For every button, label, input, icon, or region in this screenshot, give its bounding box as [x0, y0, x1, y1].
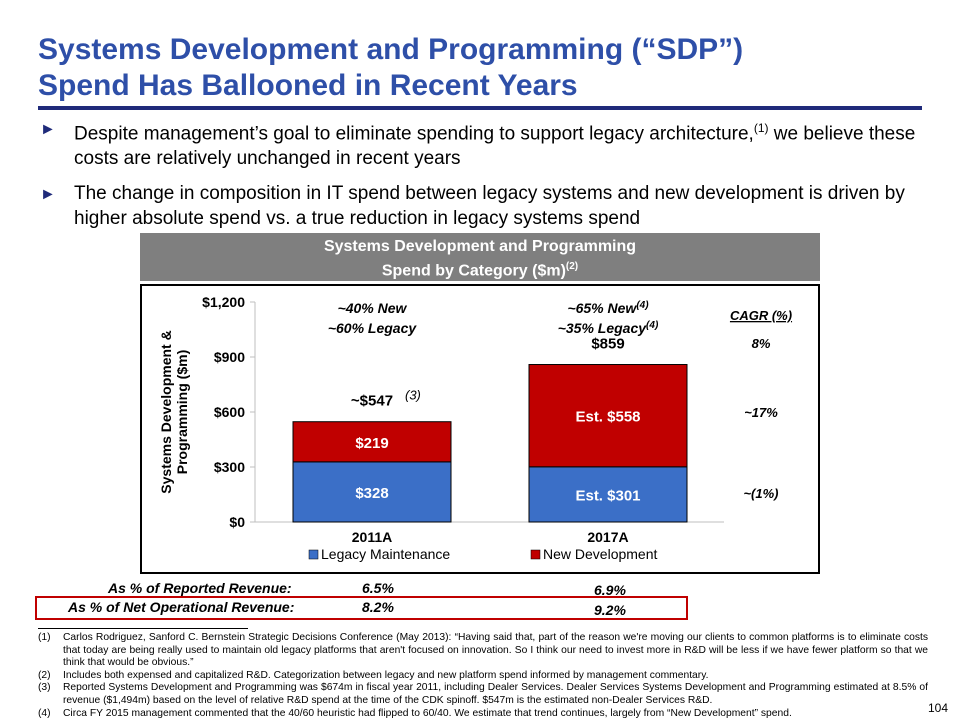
- net-revenue-2017: 9.2%: [594, 602, 626, 618]
- chart-frame: $0 $300 $600 $900 $1,200 Systems Development …: [140, 284, 820, 574]
- chart-header-footnote-ref: (2): [565, 261, 579, 272]
- bullet-1-footnote-ref: (1): [753, 121, 769, 135]
- bar-value-label: $328: [355, 485, 388, 502]
- cagr-value: ~17%: [744, 405, 778, 420]
- footnote-text: Circa FY 2015 management commented that …: [63, 707, 792, 719]
- bullet-1: ► Despite management’s goal to eliminate…: [40, 116, 920, 171]
- bullet-1-text-after: we believe these costs are relatively un…: [74, 123, 916, 170]
- title-line-1: Systems Development and Programming (“SD…: [38, 33, 744, 66]
- bullet-arrow-icon: ►: [40, 121, 56, 138]
- footnote-3: (3) Reported Systems Development and Prog…: [38, 682, 928, 707]
- page-title: Systems Development and Programming (“SD…: [38, 32, 928, 104]
- bar-segment: [292, 461, 452, 523]
- total-footnote-ref: (3): [405, 388, 421, 403]
- footnote-text: Carlos Rodriguez, Sanford C. Bernstein S…: [63, 632, 928, 669]
- reported-revenue-2011: 6.5%: [362, 580, 394, 596]
- y-tick-label: $300: [214, 459, 245, 475]
- legend-swatch: [530, 549, 541, 560]
- y-tick-label: $600: [214, 404, 245, 420]
- stacked-bar-chart: $0 $300 $600 $900 $1,200 Systems Development …: [158, 294, 792, 562]
- cagr-title: CAGR (%): [730, 308, 792, 323]
- footnote-number: (3): [38, 682, 51, 694]
- chart-header-line-2: Spend by Category ($m): [381, 262, 566, 280]
- bar-segment: [292, 421, 452, 463]
- bar-total-label: ~$547: [351, 393, 393, 410]
- page-number: 104: [927, 701, 948, 715]
- title-line-2: Spend Has Ballooned in Recent Years: [38, 69, 578, 102]
- footnote-number: (2): [38, 669, 51, 681]
- mix-annotation-legacy: ~60% Legacy: [328, 320, 418, 336]
- bullet-2-text: The change in composition in IT spend be…: [74, 183, 905, 230]
- bullet-2: ► The change in composition in IT spend …: [40, 181, 920, 231]
- bar-value-label: Est. $558: [575, 409, 640, 426]
- net-revenue-label: As % of Net Operational Revenue:: [68, 599, 295, 615]
- cagr-value: 8%: [752, 336, 771, 351]
- cagr-value: ~(1%): [743, 486, 778, 501]
- bar-value-label: $219: [355, 435, 388, 452]
- footnote-number: (1): [38, 632, 51, 643]
- bar-segment: [528, 364, 688, 468]
- chart-header: Systems Development and Programming Spen…: [140, 233, 820, 281]
- mix-annotation-new: ~40% New: [338, 300, 408, 316]
- y-tick-label: $1,200: [202, 294, 245, 310]
- footnote-4: (4) Circa FY 2015 management commented th…: [38, 708, 928, 720]
- mix-footnote-ref: (4): [646, 320, 659, 331]
- x-category-label: 2017A: [587, 529, 628, 545]
- bullet-1-text: Despite management’s goal to eliminate s…: [74, 123, 754, 145]
- y-tick-label: $0: [229, 514, 245, 530]
- bar-value-label: Est. $301: [575, 487, 640, 504]
- reported-revenue-label: As % of Reported Revenue:: [108, 580, 292, 596]
- legend-label: New Development: [543, 546, 657, 562]
- net-revenue-2011: 8.2%: [362, 599, 394, 615]
- footnotes: (1) Carlos Rodriguez, Sanford C. Bernstei…: [38, 632, 928, 720]
- footnote-divider: [38, 628, 248, 629]
- bullet-arrow-icon: ►: [40, 186, 56, 204]
- y-axis-title-line-2: Programming ($m): [174, 350, 190, 474]
- footnote-1: (1) Carlos Rodriguez, Sanford C. Bernstei…: [38, 632, 928, 670]
- reported-revenue-2017: 6.9%: [594, 582, 626, 598]
- y-tick-label: $900: [214, 349, 245, 365]
- footnote-2: (2) Includes both expensed and capitalize…: [38, 670, 928, 683]
- net-revenue-highlight-box: [35, 596, 688, 620]
- bullet-list: ► Despite management’s goal to eliminate…: [40, 116, 920, 241]
- mix-annotation-legacy: ~35% Legacy(4): [558, 320, 659, 336]
- legend-label: Legacy Maintenance: [321, 546, 450, 562]
- legend-swatch: [308, 549, 319, 560]
- title-underline: [38, 106, 922, 110]
- y-axis-title-line-1: Systems Development &: [158, 330, 174, 493]
- footnote-number: (4): [38, 707, 51, 719]
- footnote-text: Reported Systems Development and Program…: [63, 682, 928, 706]
- chart-header-line-1: Systems Development and Programming: [323, 238, 637, 255]
- x-category-label: 2011A: [352, 529, 392, 545]
- mix-footnote-ref: (4): [636, 300, 649, 311]
- bar-total-label: $859: [591, 336, 624, 353]
- footnote-text: Includes both expensed and capitalized R…: [63, 669, 709, 681]
- mix-annotation-new: ~65% New(4): [567, 300, 649, 316]
